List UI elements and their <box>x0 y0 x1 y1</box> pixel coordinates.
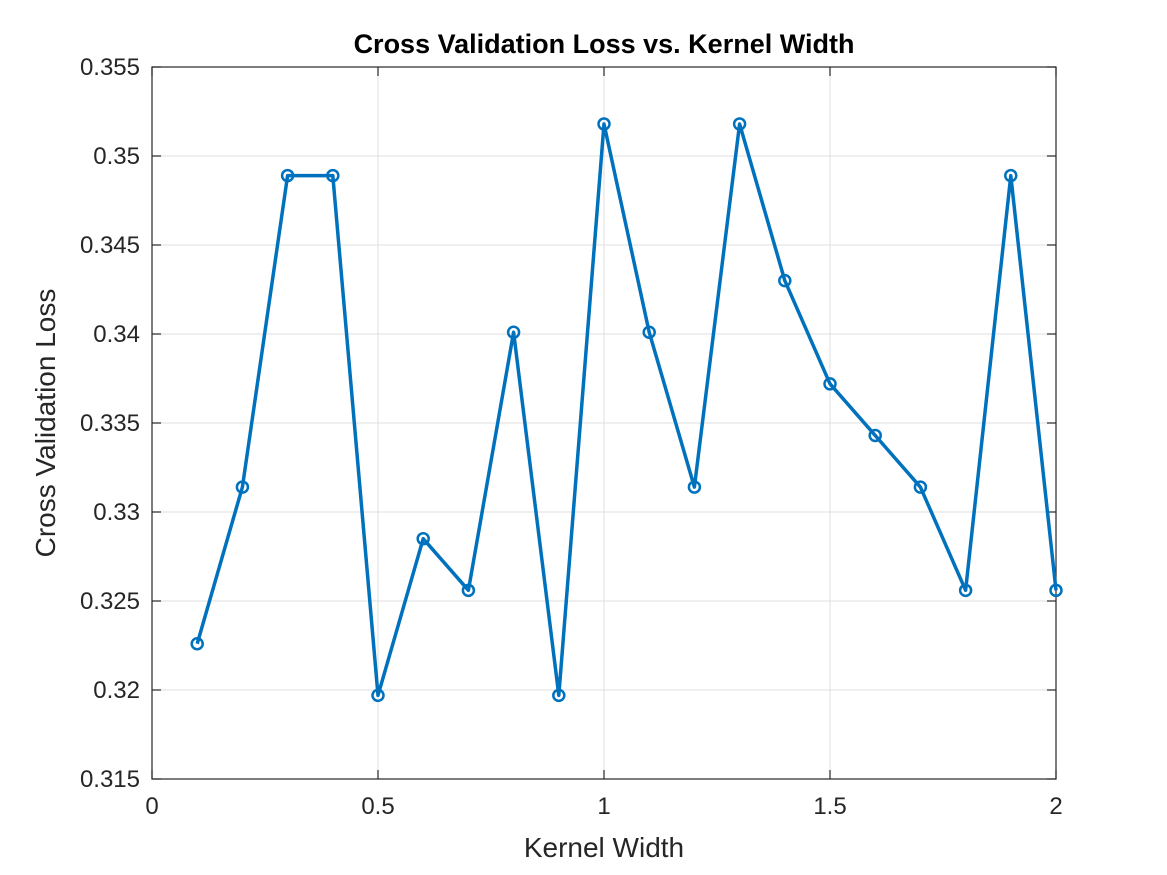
y-tick-label: 0.325 <box>80 588 140 615</box>
data-point <box>416 531 430 546</box>
data-point <box>778 273 792 288</box>
data-point <box>687 480 702 494</box>
y-tick-label: 0.355 <box>80 54 140 81</box>
x-tick-labels: 0 0.5 1 1.5 2 <box>145 793 1062 820</box>
data-point <box>280 168 295 183</box>
y-tick-label: 0.345 <box>80 232 140 259</box>
x-tick-label: 1 <box>597 793 610 820</box>
data-point <box>461 583 476 598</box>
y-tick-labels: 0.315 0.32 0.325 0.33 0.335 0.34 0.345 0.35 0.35… <box>80 54 140 793</box>
data-point <box>371 688 385 703</box>
y-axis-label: Cross Validation Loss <box>30 289 61 558</box>
data-point <box>732 117 747 131</box>
y-tick-label: 0.32 <box>93 677 140 704</box>
data-point <box>190 636 204 651</box>
data-point <box>1049 583 1063 598</box>
series-line <box>190 117 1063 703</box>
data-point <box>326 168 340 183</box>
data-point <box>642 325 656 339</box>
x-tick-label: 0 <box>145 793 158 820</box>
y-tick-label: 0.315 <box>80 766 140 793</box>
data-point <box>235 480 250 494</box>
y-tick-label: 0.35 <box>93 143 140 170</box>
x-tick-label: 0.5 <box>361 793 394 820</box>
data-point <box>823 377 837 391</box>
data-point <box>552 688 566 703</box>
x-axis-label: Kernel Width <box>524 832 684 863</box>
data-point <box>506 325 521 339</box>
chart-title: Cross Validation Loss vs. Kernel Width <box>354 29 855 59</box>
x-tick-label: 2 <box>1049 793 1062 820</box>
data-point <box>597 117 611 131</box>
x-tick-label: 1.5 <box>813 793 846 820</box>
data-point <box>868 428 882 443</box>
axis-ticks <box>151 66 1057 780</box>
y-tick-label: 0.33 <box>93 499 140 526</box>
y-tick-label: 0.34 <box>93 321 140 348</box>
y-tick-label: 0.335 <box>80 410 140 437</box>
data-point <box>958 583 973 598</box>
series-polyline <box>195 122 1058 698</box>
data-point <box>913 480 928 494</box>
data-point <box>1004 168 1018 183</box>
